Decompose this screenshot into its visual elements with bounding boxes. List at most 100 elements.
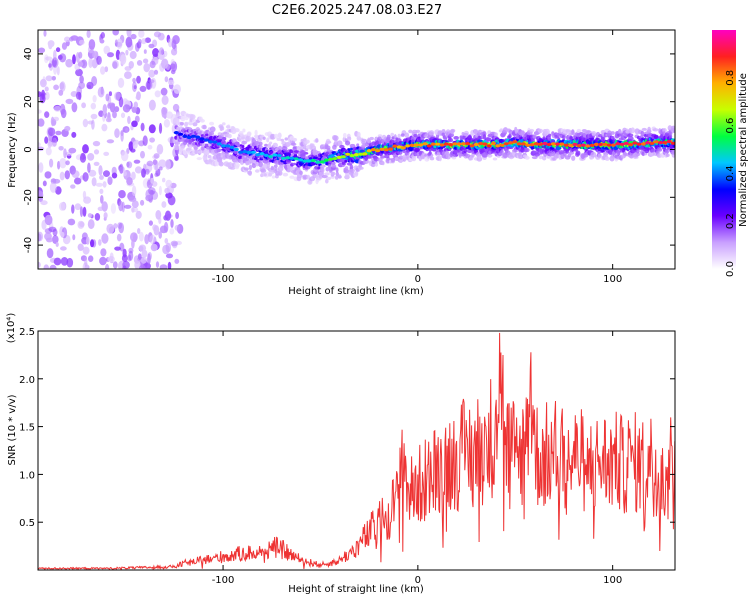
noise-cell	[95, 182, 104, 187]
ridge-halo-cell	[450, 128, 456, 133]
ridge-peak-cell	[375, 149, 381, 153]
ridge-halo-cell	[572, 147, 579, 152]
snr-series-line	[38, 332, 675, 570]
noise-cell	[132, 77, 137, 83]
noise-cell	[140, 150, 145, 159]
ridge-halo-cell	[384, 153, 390, 159]
noise-cell	[52, 235, 59, 244]
noise-cell	[148, 187, 156, 195]
ridge-peak-cell	[251, 150, 256, 154]
ridge-halo-cell	[538, 155, 543, 160]
noise-cell	[131, 207, 135, 213]
noise-cell	[94, 213, 101, 221]
noise-cell	[87, 213, 93, 218]
ridge-peak-cell	[242, 150, 248, 154]
noise-cell	[56, 66, 60, 76]
noise-cell	[124, 204, 132, 209]
ridge-peak-cell	[495, 144, 501, 148]
noise-cell	[51, 76, 56, 81]
noise-cell	[162, 177, 166, 183]
noise-cell	[171, 39, 177, 50]
x-tick-label: 100	[603, 575, 622, 586]
noise-cell	[64, 36, 71, 43]
ridge-halo-cell	[617, 128, 622, 135]
noise-cell	[39, 93, 46, 104]
ridge-halo-cell	[247, 170, 252, 175]
ridge-peak-cell	[388, 147, 394, 151]
ridge-peak-cell	[370, 148, 376, 152]
noise-cell	[79, 154, 87, 163]
noise-cell	[108, 91, 112, 97]
ridge-peak-cell	[383, 148, 389, 152]
ridge-halo-cell	[179, 122, 184, 126]
ridge-halo-cell	[200, 146, 205, 151]
noise-cell	[42, 76, 46, 85]
noise-cell	[48, 226, 57, 232]
ridge-peak-cell	[610, 143, 616, 147]
noise-cell	[159, 47, 164, 55]
noise-cell	[148, 69, 156, 78]
noise-cell	[164, 187, 170, 194]
noise-cell	[107, 52, 114, 58]
ridge-halo-cell	[606, 132, 612, 137]
ridge-halo-cell	[260, 168, 267, 174]
ridge-halo-cell	[537, 128, 544, 134]
ridge-peak-cell	[203, 138, 209, 142]
ridge-halo-cell	[413, 134, 418, 138]
ridge-halo-cell	[247, 131, 252, 137]
ridge-halo-cell	[219, 156, 223, 160]
ridge-halo-cell	[296, 145, 301, 151]
ridge-band-cell	[317, 166, 321, 170]
noise-cell	[116, 233, 122, 242]
ridge-peak-cell	[246, 150, 252, 155]
ridge-halo-cell	[336, 140, 343, 147]
ridge-halo-cell	[326, 176, 332, 181]
noise-cell	[140, 257, 147, 264]
noise-cell	[131, 200, 139, 208]
ridge-halo-cell	[320, 167, 325, 173]
ridge-halo-cell	[529, 128, 535, 133]
ridge-halo-cell	[229, 166, 236, 170]
ridge-halo-cell	[264, 143, 268, 147]
noise-cell	[60, 257, 69, 266]
ridge-peak-cell	[332, 157, 338, 161]
noise-cell	[154, 172, 159, 177]
noise-cell	[170, 219, 174, 228]
ridge-halo-cell	[482, 134, 487, 140]
noise-cell	[38, 109, 42, 114]
noise-cell	[112, 61, 118, 69]
ridge-peak-cell	[310, 158, 316, 163]
noise-cell	[44, 171, 52, 179]
noise-cell	[72, 234, 76, 241]
noise-cell	[49, 158, 54, 168]
noise-cell	[114, 128, 120, 139]
ridge-halo-cell	[429, 130, 435, 136]
ridge-halo-cell	[502, 127, 509, 133]
noise-cell	[91, 59, 98, 69]
noise-cell	[90, 102, 97, 110]
noise-cell	[148, 43, 155, 49]
ridge-halo-cell	[381, 161, 385, 166]
colorbar-tick-label: 0.0	[725, 261, 736, 277]
ridge-band-cell	[350, 147, 354, 151]
noise-cell	[114, 39, 118, 47]
noise-cell	[88, 57, 93, 69]
ridge-halo-cell	[274, 133, 279, 139]
ridge-band-cell	[293, 153, 298, 158]
noise-cell	[75, 52, 80, 63]
noise-cell	[161, 95, 169, 106]
colorbar-tick-label: 0.4	[725, 165, 736, 181]
ridge-halo-cell	[627, 133, 634, 137]
ridge-peak-cell	[503, 142, 509, 146]
x-tick-label: 0	[415, 274, 421, 285]
ridge-peak-cell	[529, 143, 535, 147]
ridge-halo-cell	[186, 150, 192, 154]
noise-cell	[149, 234, 157, 245]
noise-cell	[90, 239, 95, 248]
ridge-peak-cell	[538, 142, 544, 146]
noise-cell	[110, 203, 116, 214]
ridge-peak-cell	[628, 143, 634, 147]
ridge-halo-cell	[466, 149, 473, 154]
noise-cell	[161, 201, 167, 208]
noise-cell	[169, 228, 175, 235]
